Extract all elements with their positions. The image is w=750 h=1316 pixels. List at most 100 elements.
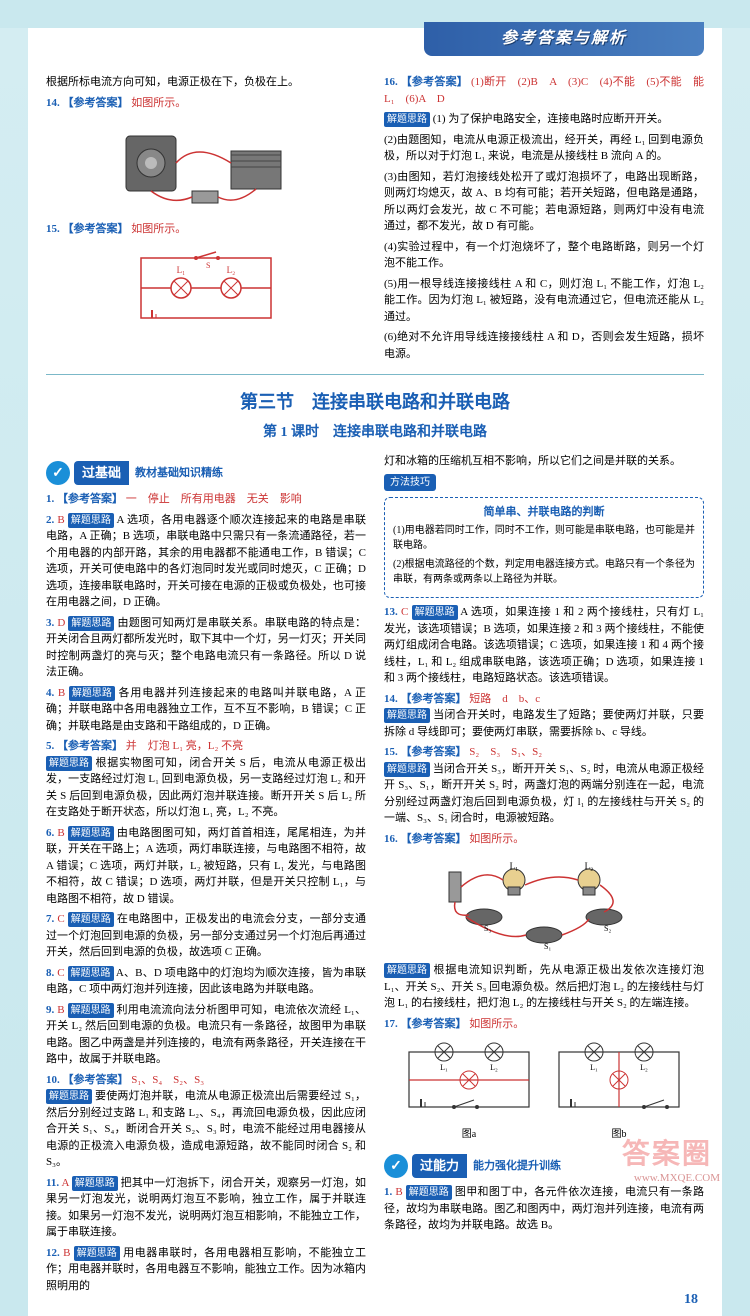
- answer-label: 【参考答案】: [57, 493, 123, 505]
- answer: B: [63, 1247, 70, 1259]
- answer: B: [395, 1186, 402, 1198]
- think-label: 解题思路: [68, 912, 114, 927]
- q10: 10. 【参考答案】 S₁、S₄ S₂、S₃ 解题思路 要使两灯泡并联，电流从电…: [46, 1072, 366, 1171]
- answer: B: [57, 827, 64, 839]
- pill-main: 过基础: [74, 461, 129, 485]
- think-label: 解题思路: [68, 513, 114, 528]
- think-label: 解题思路: [384, 762, 430, 777]
- top-columns: 根据所标电流方向可知，电源正极在下，负极在上。 14. 【参考答案】 如图所示。: [46, 74, 704, 366]
- lesson-title: 第 1 课时 连接串联电路和并联电路: [46, 422, 704, 443]
- figure-q15: L₁ L₂ S: [46, 244, 366, 332]
- think-line: (1) 为了保护电路安全，连接电路时应断开开关。: [433, 113, 669, 125]
- think-text: 当闭合开关时，电路发生了短路；要使两灯并联，只要拆除 d 导线即可；要使两灯串联…: [384, 709, 704, 738]
- think-label: 解题思路: [68, 1003, 114, 1018]
- banner-text: 参考答案与解析: [501, 27, 627, 51]
- answer-text: 如图所示。: [131, 223, 186, 235]
- top-right-col: 16. 【参考答案】 (1)断开 (2)B A (3)C (4)不能 (5)不能…: [384, 74, 704, 366]
- num: 9.: [46, 1004, 54, 1016]
- answer: S₁、S₄ S₂、S₃: [131, 1074, 204, 1086]
- think-label: 解题思路: [74, 1246, 120, 1261]
- answer: S₂ S₃ S₁、S₂: [469, 746, 542, 758]
- pill-sub: 能力强化提升训练: [467, 1156, 567, 1177]
- svg-text:L₂: L₂: [227, 265, 236, 275]
- think-label: 解题思路: [46, 1089, 92, 1104]
- svg-text:L₁: L₁: [440, 1063, 448, 1072]
- think-label: 解题思路: [68, 966, 114, 981]
- answer-label: 【参考答案】: [63, 223, 129, 235]
- q12: 12. B 解题思路 用电器串联时，各用电器相互影响，不能独立工作；用电器并联时…: [46, 1245, 366, 1295]
- figure-q17: L₁ L₂ 图a: [384, 1038, 704, 1146]
- svg-text:L₂: L₂: [585, 861, 594, 871]
- num: 8.: [46, 967, 54, 979]
- tip-p1: (1)用电器若同时工作，同时不工作，则可能是串联电路，也可能是并联电路。: [393, 523, 695, 553]
- q2: 2. B 解题思路 A 选项，各用电器逐个顺次连接起来的电路是串联电路，A 正确…: [46, 512, 366, 611]
- answer-label: 【参考答案】: [57, 740, 123, 752]
- q3: 3. D 解题思路 由题图可知两灯是串联关系。串联电路的特点是：开关闭合且两灯都…: [46, 615, 366, 681]
- think-text: 根据电流知识判断，先从电源正极出发依次连接灯泡 L₁、开关 S₂、开关 S₃ 回…: [384, 964, 704, 1009]
- answer: C: [57, 913, 64, 925]
- think-text: A 选项，各用电器逐个顺次连接起来的电路是串联电路，A 正确；B 选项，串联电路…: [46, 514, 366, 609]
- svg-text:S: S: [206, 261, 210, 270]
- answer-text: 如图所示。: [131, 97, 186, 109]
- tip-heading: 方法技巧: [384, 474, 436, 491]
- answer-text: 一 停止 所有用电器 无关 影响: [126, 493, 302, 505]
- watermark-url: www.MXQE.COM: [634, 1170, 720, 1187]
- num: 16.: [384, 76, 398, 88]
- main-left-col: ✓ 过基础 教材基础知识精练 1. 【参考答案】 一 停止 所有用电器 无关 影…: [46, 453, 366, 1298]
- think-label: 解题思路: [68, 826, 114, 841]
- q16: 16. 【参考答案】 如图所示。: [384, 831, 704, 848]
- q16-top: 16. 【参考答案】 (1)断开 (2)B A (3)C (4)不能 (5)不能…: [384, 74, 704, 107]
- num: 12.: [46, 1247, 60, 1259]
- num: 14.: [46, 97, 60, 109]
- num: 15.: [384, 746, 398, 758]
- num: 15.: [46, 223, 60, 235]
- svg-text:L₂: L₂: [490, 1063, 498, 1072]
- svg-text:L₁: L₁: [510, 861, 519, 871]
- intro-line: 根据所标电流方向可知，电源正极在下，负极在上。: [46, 74, 366, 91]
- answer-label: 【参考答案】: [63, 97, 129, 109]
- think-line: (4)实验过程中，有一个灯泡烧坏了，整个电路断路，则另一个灯泡不能工作。: [384, 239, 704, 272]
- num: 14.: [384, 693, 398, 705]
- figure-q14: [46, 117, 366, 215]
- num: 7.: [46, 913, 54, 925]
- think-label: 解题思路: [412, 605, 458, 620]
- q14-top: 14. 【参考答案】 如图所示。: [46, 95, 366, 112]
- think-line: (6)绝对不允许用导线连接接线柱 A 和 D，否则会发生短路，损坏电源。: [384, 329, 704, 362]
- think-label: 解题思路: [384, 963, 430, 978]
- q16-think: 解题思路 (1) 为了保护电路安全，连接电路时应断开开关。: [384, 111, 704, 128]
- answer: 如图所示。: [469, 1018, 524, 1030]
- answer-label: 【参考答案】: [63, 1074, 129, 1086]
- tip-p2: (2)根据电流路径的个数，判定用电器连接方式。电路只有一个条径为串联，有两条或两…: [393, 557, 695, 587]
- think-label: 解题思路: [384, 112, 430, 127]
- think-text: 要使两灯泡并联，电流从电源正极流出后需要经过 S₁，然后分别经过支路 L₁ 和支…: [46, 1090, 366, 1168]
- think-text: 根据实物图可知，闭合开关 S 后，电流从电源正极出发，一支路经过灯泡 L₁ 回到…: [46, 757, 366, 819]
- heading-basic: ✓ 过基础 教材基础知识精练: [46, 461, 366, 485]
- think-text: 当闭合开关 S₃，断开开关 S₁、S₂ 时，电流从电源正极经开 S₃、S₁，断开…: [384, 763, 704, 825]
- answer-label: 【参考答案】: [401, 1018, 467, 1030]
- think-label: 解题思路: [46, 756, 92, 771]
- main-columns: ✓ 过基础 教材基础知识精练 1. 【参考答案】 一 停止 所有用电器 无关 影…: [46, 453, 704, 1298]
- answer: 并 灯泡 L₁ 亮，L₂ 不亮: [126, 740, 243, 752]
- header-banner: 参考答案与解析: [424, 22, 704, 56]
- page-number: 18: [684, 1289, 698, 1310]
- num: 11.: [46, 1177, 59, 1189]
- svg-text:L₁: L₁: [177, 265, 186, 275]
- answer-label: 【参考答案】: [401, 693, 467, 705]
- think-label: 解题思路: [72, 1176, 118, 1191]
- num: 13.: [384, 606, 398, 618]
- think-line: (5)用一根导线连接接线柱 A 和 C，则灯泡 L₁ 不能工作，灯泡 L₂ 能工…: [384, 276, 704, 326]
- svg-text:S₁: S₁: [544, 942, 551, 951]
- think-label: 解题思路: [384, 708, 430, 723]
- paper-sheet: 参考答案与解析 根据所标电流方向可知，电源正极在下，负极在上。 14. 【参考答…: [28, 28, 722, 1316]
- num: 10.: [46, 1074, 60, 1086]
- num: 6.: [46, 827, 54, 839]
- num: 16.: [384, 833, 398, 845]
- think-label: 解题思路: [406, 1185, 452, 1200]
- q6: 6. B 解题思路 由电路图图可知，两灯首首相连，尾尾相连，为并联，开关在干路上…: [46, 825, 366, 908]
- ability-q1: 1. B 解题思路 图甲和图丁中，各元件依次连接，电流只有一条路径，故均为串联电…: [384, 1184, 704, 1234]
- num: 3.: [46, 617, 54, 629]
- top-left-col: 根据所标电流方向可知，电源正极在下，负极在上。 14. 【参考答案】 如图所示。: [46, 74, 366, 366]
- q15: 15. 【参考答案】 S₂ S₃ S₁、S₂ 解题思路 当闭合开关 S₃，断开开…: [384, 744, 704, 827]
- q16-think: 解题思路 根据电流知识判断，先从电源正极出发依次连接灯泡 L₁、开关 S₂、开关…: [384, 962, 704, 1012]
- fig17a: L₁ L₂ 图a: [399, 1042, 539, 1142]
